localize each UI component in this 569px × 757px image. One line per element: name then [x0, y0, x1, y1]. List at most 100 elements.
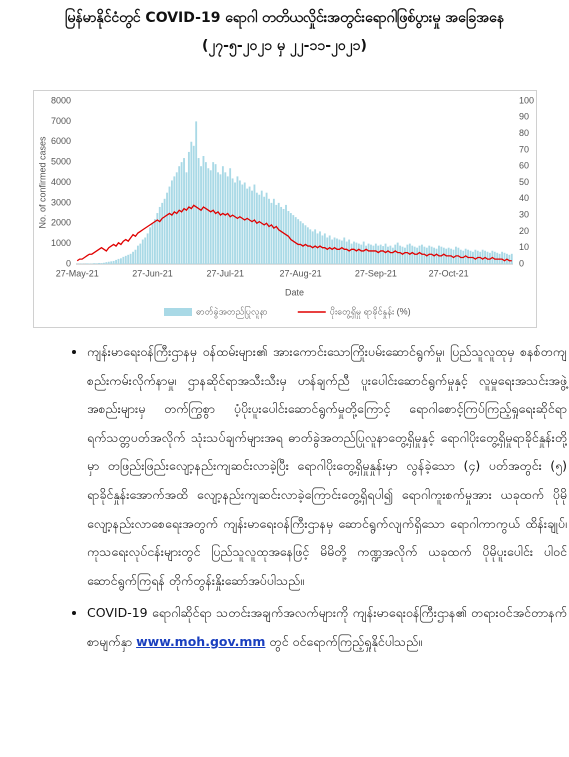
bar	[98, 262, 100, 264]
x-axis-label: Date	[285, 287, 304, 297]
bar	[175, 172, 178, 264]
link[interactable]: www.moh.gov.mm	[136, 633, 266, 649]
bar	[183, 158, 185, 264]
bar	[260, 190, 263, 264]
bar	[348, 239, 351, 264]
bar	[173, 176, 176, 264]
bar	[268, 198, 270, 264]
bar	[474, 249, 477, 264]
bar	[129, 253, 132, 264]
bar	[197, 158, 200, 264]
bar	[234, 182, 236, 264]
bar	[122, 256, 125, 264]
bar	[510, 253, 513, 264]
bar	[224, 172, 227, 264]
bar	[287, 211, 290, 264]
bar	[200, 166, 202, 264]
bar	[95, 263, 98, 264]
bar	[355, 242, 358, 264]
bar	[202, 156, 205, 264]
bar	[401, 246, 404, 264]
bar	[435, 248, 438, 264]
bar	[277, 202, 280, 264]
y-tick-label: 0	[66, 258, 71, 268]
bar	[115, 259, 117, 264]
y-tick-label: 2000	[51, 218, 71, 228]
bar	[353, 241, 355, 264]
bar	[207, 168, 210, 264]
bar	[377, 245, 380, 264]
bar	[343, 237, 346, 264]
legend-swatch	[164, 308, 192, 316]
bar	[236, 176, 239, 264]
bar	[270, 202, 273, 264]
y-tick-label: 3000	[51, 197, 71, 207]
y2-tick-label: 0	[519, 258, 524, 268]
bar	[132, 251, 134, 264]
bar	[391, 247, 394, 264]
bar	[238, 180, 241, 264]
bar	[263, 196, 266, 264]
bar	[299, 221, 302, 264]
bullet-text: COVID-19 ရောဂါဆိုင်ရာ သတင်းအချက်အလက်များ…	[87, 605, 567, 649]
bar	[418, 245, 421, 264]
bar	[185, 172, 188, 264]
bar	[178, 166, 181, 264]
bar	[340, 240, 343, 264]
bar	[486, 251, 489, 264]
bar	[321, 235, 324, 264]
bar	[508, 254, 511, 264]
bar	[333, 237, 336, 264]
bar	[357, 243, 360, 264]
bar	[481, 249, 484, 264]
bar	[282, 208, 285, 264]
y-tick-label: 5000	[51, 157, 71, 167]
bar	[195, 121, 198, 264]
subtitle: (၂၇-၅-၂၀၂၁ မှ ၂၂-၁၁-၂၀၂၁)	[202, 38, 367, 54]
bar	[217, 172, 219, 264]
bar	[370, 244, 372, 264]
bar	[151, 223, 154, 264]
chart: 0 1000 2000 3000 4000 5000 6000 7000 8000 0 10 20 30…	[37, 95, 547, 318]
bar	[105, 262, 108, 264]
bar	[158, 206, 161, 264]
bar	[241, 184, 244, 264]
bar	[246, 188, 249, 264]
bar	[326, 237, 329, 264]
chart-frame: 0 1000 2000 3000 4000 5000 6000 7000 8000 0 10 20 30…	[33, 90, 547, 328]
bar	[323, 233, 326, 264]
y-tick-label: 6000	[51, 136, 71, 146]
bar	[331, 239, 334, 264]
bar	[404, 247, 406, 264]
bar	[107, 261, 110, 264]
bar	[399, 245, 402, 264]
y-axis-label: No. of confirmed cases	[37, 136, 47, 229]
bar	[226, 176, 229, 264]
bar	[146, 233, 149, 264]
bar	[161, 202, 164, 264]
bar	[493, 251, 496, 264]
bullet: ကျန်းမာရေးဝန်ကြီးဌာနမှ ဝန်ထမ်းများ၏ အားက…	[87, 338, 567, 595]
x-tick-label: 27-Sep-21	[355, 268, 397, 278]
bar	[124, 255, 127, 264]
bar	[360, 244, 363, 264]
bar	[170, 180, 173, 264]
bar	[387, 246, 389, 264]
bar	[190, 141, 193, 264]
bar	[221, 166, 224, 264]
bullet: COVID-19 ရောဂါဆိုင်ရာ သတင်းအချက်အလက်များ…	[87, 599, 567, 656]
bar	[379, 244, 382, 264]
bar	[255, 192, 258, 264]
bar	[503, 252, 506, 264]
bar	[180, 162, 183, 264]
bar	[112, 260, 115, 264]
y-tick-label: 7000	[51, 116, 71, 126]
bar	[406, 244, 409, 264]
bullet-text: တွင် ဝင်ရောက်ကြည့်ရှုနိုင်ပါသည်။	[265, 633, 422, 649]
y-tick-label: 1000	[51, 238, 71, 248]
bar	[141, 239, 144, 264]
y2-tick-label: 50	[519, 177, 529, 187]
bar	[501, 251, 503, 264]
bar	[219, 174, 222, 264]
